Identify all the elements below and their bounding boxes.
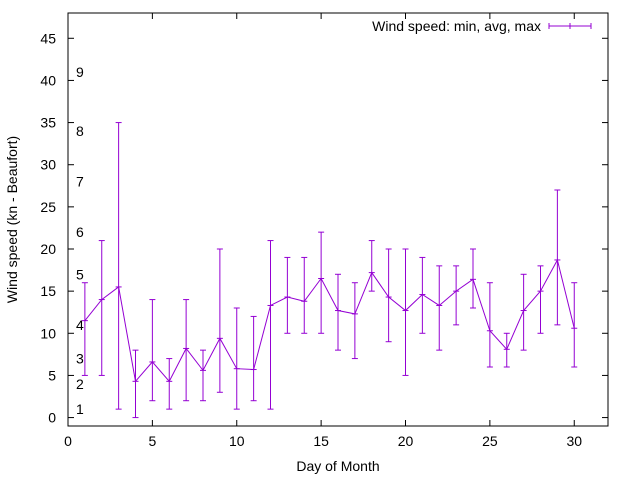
- x-axis-title: Day of Month: [296, 458, 379, 474]
- plot-frame: [67, 12, 609, 427]
- x-tick-label: 10: [229, 433, 245, 449]
- x-tick-label: 20: [398, 433, 414, 449]
- y-axis-title: Wind speed (kn - Beaufort): [4, 136, 20, 303]
- beaufort-label: 5: [76, 266, 84, 282]
- y-tick-label: 5: [48, 367, 56, 383]
- y-tick-label: 20: [40, 241, 56, 257]
- y-tick-label: 35: [40, 115, 56, 131]
- y-tick-label: 10: [40, 325, 56, 341]
- beaufort-label: 7: [76, 174, 84, 190]
- beaufort-label: 2: [76, 376, 84, 392]
- y-tick-label: 45: [40, 30, 56, 46]
- x-tick-label: 15: [313, 433, 329, 449]
- wind-speed-series: [81, 122, 578, 419]
- y-tick-label: 15: [40, 283, 56, 299]
- beaufort-label: 4: [76, 317, 84, 333]
- y-tick-label: 25: [40, 199, 56, 215]
- beaufort-labels: 1 2 3 4 5 6 7 8 9: [76, 64, 84, 417]
- legend: Wind speed: min, avg, max: [372, 18, 592, 34]
- y-tick-label: 40: [40, 72, 56, 88]
- x-tick-label: 5: [148, 433, 156, 449]
- avg-line: [84, 258, 575, 383]
- beaufort-label: 9: [76, 64, 84, 80]
- x-axis-ticks: 0 5 10 15 20 25 30: [64, 13, 582, 449]
- y-tick-label: 30: [40, 157, 56, 173]
- legend-label: Wind speed: min, avg, max: [372, 18, 541, 34]
- beaufort-label: 6: [76, 224, 84, 240]
- x-tick-label: 30: [566, 433, 582, 449]
- legend-errorbar-key: [548, 23, 592, 29]
- x-tick-label: 25: [482, 433, 498, 449]
- beaufort-label: 1: [76, 401, 84, 417]
- beaufort-label: 3: [76, 351, 84, 367]
- x-tick-label: 0: [64, 433, 72, 449]
- y-tick-label: 0: [48, 410, 56, 426]
- beaufort-label: 8: [76, 123, 84, 139]
